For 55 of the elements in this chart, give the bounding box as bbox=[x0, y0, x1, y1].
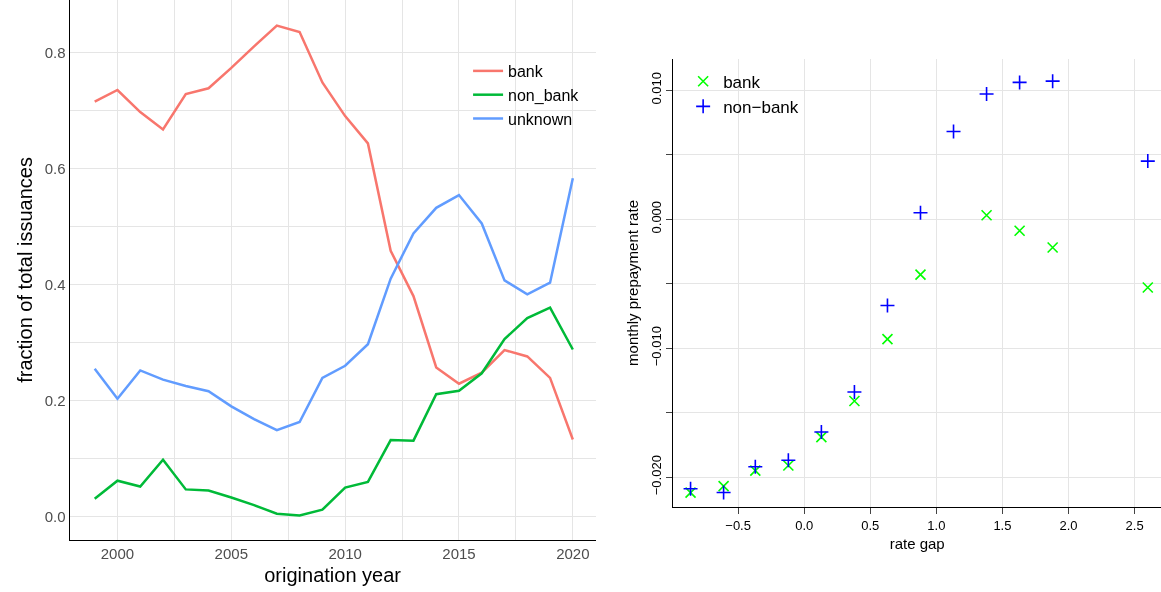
y-tick-label: −0.010 bbox=[649, 326, 665, 367]
x-tick-label: 2.5 bbox=[1125, 517, 1144, 533]
y-tick-label: 0.6 bbox=[44, 159, 66, 177]
point bbox=[1139, 153, 1156, 169]
x-tick-label: 0.0 bbox=[795, 517, 814, 533]
point bbox=[682, 480, 699, 497]
x-axis-title: rate gap bbox=[889, 534, 945, 552]
x-tick-label: −0.5 bbox=[725, 517, 751, 533]
point bbox=[1011, 74, 1028, 91]
y-tick-label: 0.2 bbox=[44, 391, 66, 409]
point bbox=[912, 204, 929, 221]
point bbox=[945, 123, 962, 140]
x-axis-title: origination year bbox=[264, 563, 402, 586]
point bbox=[881, 333, 894, 345]
point bbox=[813, 424, 830, 440]
point bbox=[846, 384, 863, 400]
line-series bbox=[93, 176, 575, 432]
y-tick-label: 0.010 bbox=[649, 71, 665, 105]
legend-label: unknown bbox=[508, 110, 573, 128]
point bbox=[980, 209, 993, 222]
x-tick-label: 1.5 bbox=[993, 517, 1012, 533]
point bbox=[879, 297, 896, 314]
x-tick-label: 0.5 bbox=[861, 517, 880, 533]
legend-label: bank bbox=[723, 72, 761, 92]
point bbox=[1013, 224, 1026, 237]
point bbox=[815, 431, 828, 443]
x-tick-label: 2015 bbox=[442, 545, 476, 563]
legend-label: non_bank bbox=[508, 86, 580, 105]
point bbox=[780, 452, 797, 469]
point bbox=[848, 395, 861, 407]
y-tick-label: 0.8 bbox=[44, 43, 66, 61]
x-tick-label: 2005 bbox=[214, 545, 248, 563]
y-tick-label: 0.000 bbox=[649, 200, 665, 234]
x-tick-label: 1.0 bbox=[927, 517, 946, 533]
x-tick-label: 2020 bbox=[556, 545, 590, 563]
x-tick-label: 2000 bbox=[100, 545, 135, 563]
point bbox=[715, 484, 732, 501]
point bbox=[1141, 281, 1154, 294]
point bbox=[749, 464, 762, 477]
point bbox=[684, 486, 697, 499]
legend-label: non−bank bbox=[723, 97, 799, 117]
point bbox=[1046, 241, 1059, 254]
y-axis-title: fraction of total issuances bbox=[14, 157, 37, 383]
y-axis-title: monthly prepayment rate bbox=[624, 200, 642, 366]
y-tick-label: 0.4 bbox=[44, 275, 66, 293]
point bbox=[1044, 73, 1061, 89]
line-series bbox=[93, 306, 575, 517]
point bbox=[717, 480, 730, 492]
point bbox=[747, 458, 764, 475]
x-tick-label: 2.0 bbox=[1059, 517, 1078, 533]
point bbox=[978, 86, 995, 102]
point bbox=[914, 268, 927, 281]
legend-label: bank bbox=[508, 63, 544, 81]
x-tick-label: 2010 bbox=[328, 545, 362, 563]
y-tick-label: −0.020 bbox=[649, 455, 665, 496]
